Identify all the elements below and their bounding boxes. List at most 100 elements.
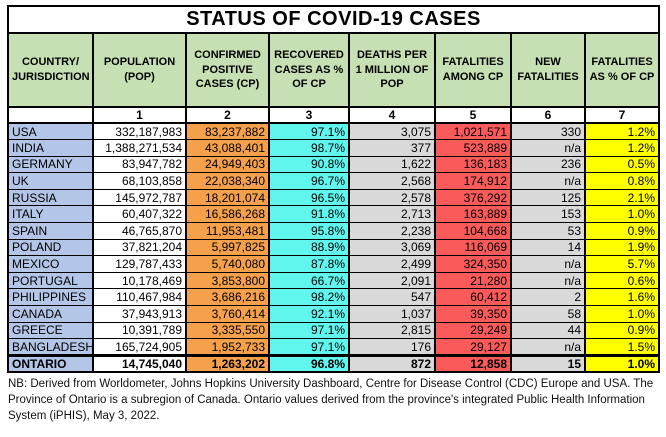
cell-fatalities_pct_of_cp: 0.5%	[583, 155, 661, 174]
cell-deaths_per_million: 2,238	[348, 222, 436, 240]
cell-fatalities_among_cp: 104,668	[434, 222, 512, 240]
cell-recovered_pct: 90.8%	[268, 155, 350, 174]
cell-recovered_pct: 88.9%	[268, 238, 350, 257]
column-number-1: 1	[92, 106, 187, 124]
cell-confirmed_positive: 43,088,401	[185, 139, 270, 157]
cell-new_fatalities: 153	[510, 205, 586, 224]
cell-confirmed_positive: 5,997,825	[185, 238, 270, 257]
cell-population: 37,943,913	[92, 305, 187, 323]
title-row: STATUS OF COVID-19 CASES	[6, 5, 661, 34]
summary-row-ontario: ONTARIO 14,745,040 1,263,202 96.8% 872 12,858…	[7, 353, 661, 373]
cell-fatalities_among_cp: 39,350	[434, 305, 512, 323]
cell-confirmed_positive: 22,038,340	[185, 172, 270, 190]
column-number-4: 4	[348, 106, 436, 124]
cell-population: 10,178,469	[92, 271, 187, 290]
cell-deaths_per_million: 2,713	[348, 205, 436, 224]
cell-fatalities_pct_of_cp: 1.2%	[583, 139, 661, 157]
column-header-deaths_per_million: DEATHS PER 1 MILLION OF POP	[348, 32, 436, 108]
cell-deaths_per_million: 547	[348, 288, 436, 307]
cell-fatalities_among_cp: 60,412	[434, 288, 512, 307]
column-header-country: COUNTRY/ JURISDICTION	[7, 32, 94, 108]
column-number-3: 3	[268, 106, 350, 124]
cell-deaths_per_million: 377	[348, 139, 436, 157]
cell-country: CANADA	[7, 305, 94, 323]
cell-deaths_per_million: 3,075	[348, 122, 436, 141]
cell-new_fatalities: 2	[510, 288, 586, 307]
cell-country: GREECE	[7, 321, 94, 340]
column-number-5: 5	[434, 106, 512, 124]
column-number-7: 7	[583, 106, 661, 124]
cell-deaths_per_million: 2,578	[348, 188, 436, 207]
cell-fatalities_among_cp: 163,889	[434, 205, 512, 224]
cell-fatalities_pct_of_cp: 0.9%	[583, 321, 661, 340]
cell-population: 1,388,271,534	[92, 139, 187, 157]
cell-country: PORTUGAL	[7, 271, 94, 290]
cell-country: BANGLADESH	[7, 338, 94, 356]
cell-deaths_per_million: 1,037	[348, 305, 436, 323]
cell-new_fatalities: 14	[510, 238, 586, 257]
cell-confirmed_positive: 3,686,216	[185, 288, 270, 307]
cell-recovered_pct: 95.8%	[268, 222, 350, 240]
cell-country: RUSSIA	[7, 188, 94, 207]
table-row-portugal: PORTUGAL 10,178,469 3,853,800 66.7% 2,091 21,…	[7, 271, 661, 290]
cell-confirmed_positive: 18,201,074	[185, 188, 270, 207]
cell-country: USA	[7, 122, 94, 141]
cell-deaths_per_million: 176	[348, 338, 436, 356]
cell-recovered_pct: 96.5%	[268, 188, 350, 207]
table-row-russia: RUSSIA 145,972,787 18,201,074 96.5% 2,578 376…	[7, 188, 661, 207]
table-row-bangladesh: BANGLADESH 165,724,905 1,952,733 97.1% 176 29…	[7, 338, 661, 356]
cell-population: 332,187,983	[92, 122, 187, 141]
column-number-6: 6	[510, 106, 586, 124]
cell-confirmed_positive: 5,740,080	[185, 255, 270, 273]
cell-new_fatalities: 44	[510, 321, 586, 340]
cell-country: ITALY	[7, 205, 94, 224]
cell-fatalities_pct_of_cp: 0.8%	[583, 172, 661, 190]
cell-population: 83,947,782	[92, 155, 187, 174]
cell-country: INDIA	[7, 139, 94, 157]
cell-recovered_pct: 96.8%	[268, 353, 350, 373]
cell-new_fatalities: 15	[510, 353, 586, 373]
cell-confirmed_positive: 11,953,481	[185, 222, 270, 240]
cell-population: 14,745,040	[92, 353, 187, 373]
table-row-spain: SPAIN 46,765,870 11,953,481 95.8% 2,238 104,6…	[7, 222, 661, 240]
cell-population: 46,765,870	[92, 222, 187, 240]
cell-new_fatalities: n/a	[510, 271, 586, 290]
table-row-uk: UK 68,103,858 22,038,340 96.7% 2,568 174,912 n…	[7, 172, 661, 190]
cell-population: 165,724,905	[92, 338, 187, 356]
cell-deaths_per_million: 2,499	[348, 255, 436, 273]
cell-new_fatalities: n/a	[510, 139, 586, 157]
footnote: NB: Derived from Worldometer, Johns Hopk…	[8, 377, 654, 423]
cell-fatalities_pct_of_cp: 1.5%	[583, 338, 661, 356]
cell-deaths_per_million: 3,069	[348, 238, 436, 257]
cell-confirmed_positive: 3,760,414	[185, 305, 270, 323]
cell-fatalities_among_cp: 174,912	[434, 172, 512, 190]
cell-country: MEXICO	[7, 255, 94, 273]
cell-confirmed_positive: 1,952,733	[185, 338, 270, 356]
cell-fatalities_pct_of_cp: 0.6%	[583, 271, 661, 290]
column-header-population: POPULATION (POP)	[92, 32, 187, 108]
cell-new_fatalities: 330	[510, 122, 586, 141]
cell-deaths_per_million: 1,622	[348, 155, 436, 174]
cell-country: SPAIN	[7, 222, 94, 240]
table-row-india: INDIA 1,388,271,534 43,088,401 98.7% 377 523,…	[7, 139, 661, 157]
cell-fatalities_among_cp: 29,127	[434, 338, 512, 356]
cell-country: ONTARIO	[7, 353, 94, 373]
column-header-fatalities_pct_of_cp: FATALITIES AS % OF CP	[583, 32, 661, 108]
table-row-italy: ITALY 60,407,322 16,586,268 91.8% 2,713 163,8…	[7, 205, 661, 224]
cell-recovered_pct: 97.1%	[268, 321, 350, 340]
table-row-germany: GERMANY 83,947,782 24,949,403 90.8% 1,622 136…	[7, 155, 661, 174]
covid-status-sheet: STATUS OF COVID-19 CASES COUNTRY/ JURISD…	[6, 5, 661, 423]
cell-confirmed_positive: 83,237,882	[185, 122, 270, 141]
cell-fatalities_pct_of_cp: 1.6%	[583, 288, 661, 307]
cell-confirmed_positive: 3,853,800	[185, 271, 270, 290]
cell-new_fatalities: n/a	[510, 172, 586, 190]
cell-fatalities_pct_of_cp: 1.9%	[583, 238, 661, 257]
cell-population: 60,407,322	[92, 205, 187, 224]
header-row: COUNTRY/ JURISDICTION POPULATION (POP) CON…	[7, 32, 661, 108]
cell-population: 110,467,984	[92, 288, 187, 307]
column-number-blank	[7, 106, 94, 124]
cell-population: 10,391,789	[92, 321, 187, 340]
cell-country: GERMANY	[7, 155, 94, 174]
cell-recovered_pct: 98.2%	[268, 288, 350, 307]
cell-fatalities_among_cp: 116,069	[434, 238, 512, 257]
